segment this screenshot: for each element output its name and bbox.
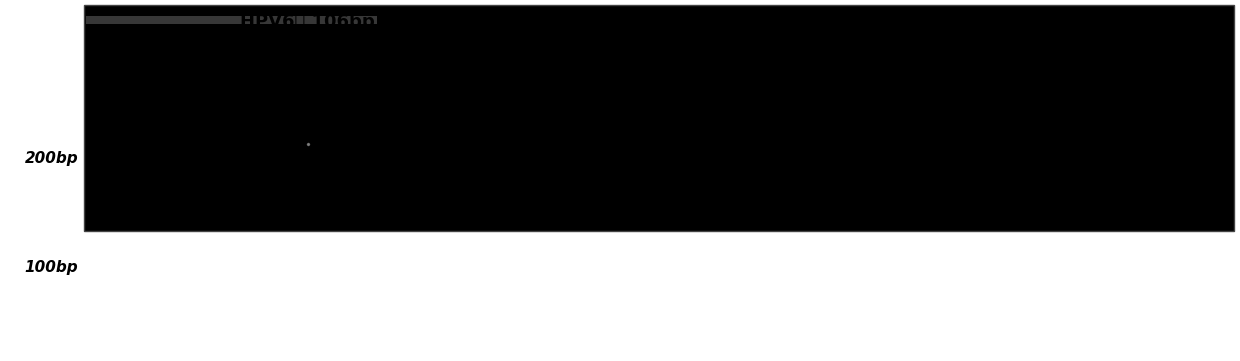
Text: 4: 4	[500, 56, 512, 74]
Text: HPV11： 162bp: HPV11： 162bp	[482, 13, 629, 31]
FancyBboxPatch shape	[1147, 252, 1202, 264]
FancyBboxPatch shape	[1064, 293, 1099, 303]
Text: HPV6： 106bp: HPV6： 106bp	[241, 13, 374, 31]
Text: 8: 8	[878, 56, 890, 74]
FancyBboxPatch shape	[665, 288, 732, 308]
Text: 100bp: 100bp	[25, 260, 78, 275]
Text: 9: 9	[970, 56, 982, 74]
FancyBboxPatch shape	[1147, 283, 1202, 295]
Text: 5: 5	[599, 56, 611, 74]
Text: M: M	[103, 56, 120, 74]
Text: 200bp: 200bp	[25, 151, 78, 166]
FancyBboxPatch shape	[374, 289, 439, 307]
FancyBboxPatch shape	[191, 284, 226, 297]
FancyBboxPatch shape	[1054, 252, 1109, 264]
FancyBboxPatch shape	[567, 288, 642, 308]
FancyBboxPatch shape	[954, 291, 998, 304]
Text: 3: 3	[401, 56, 413, 74]
Text: 1: 1	[202, 56, 215, 74]
Text: 2: 2	[301, 56, 314, 74]
Text: 7: 7	[785, 56, 797, 74]
Bar	[86, 16, 377, 24]
Text: 10: 10	[1069, 56, 1094, 74]
Text: HPV16： 126bp: HPV16： 126bp	[730, 13, 877, 31]
Bar	[84, 5, 1234, 231]
Text: HPV18： 105bp: HPV18： 105bp	[978, 13, 1125, 31]
Text: 6: 6	[692, 56, 704, 74]
FancyBboxPatch shape	[496, 280, 516, 287]
Text: 11: 11	[1162, 56, 1187, 74]
